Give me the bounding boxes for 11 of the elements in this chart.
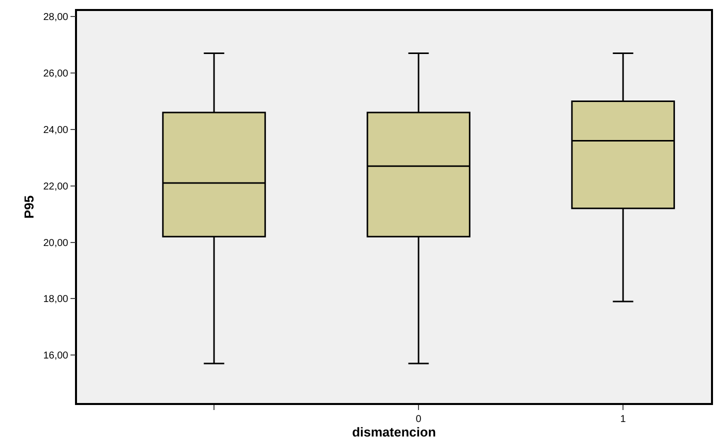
x-axis-title: dismatencion (352, 424, 436, 440)
y-tick-label: 28,00 (43, 12, 69, 24)
x-tick-label: 0 (416, 414, 422, 425)
y-axis-title: P95 (22, 195, 37, 219)
y-tick-label: 22,00 (43, 181, 69, 192)
y-tick-label: 18,00 (43, 294, 69, 306)
y-tick-label: 26,00 (43, 68, 69, 80)
y-tick-label: 20,00 (43, 238, 69, 249)
x-tick-label: 1 (620, 414, 626, 425)
y-tick-label: 16,00 (43, 350, 69, 362)
y-tick-label: 24,00 (43, 124, 69, 136)
